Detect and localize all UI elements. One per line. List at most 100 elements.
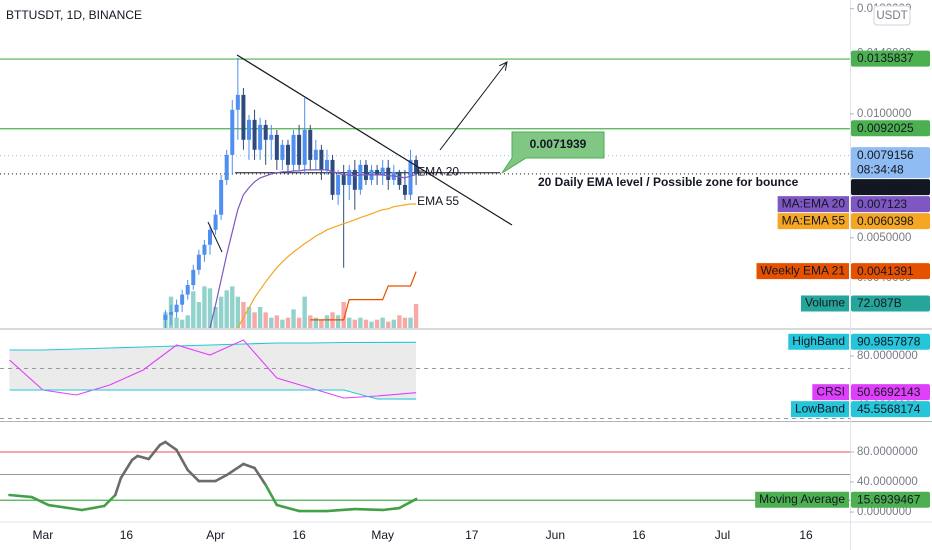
candle-body (224, 154, 229, 180)
volume-bar (257, 307, 263, 328)
oscillator-segment (186, 468, 201, 483)
price-level-label-box (851, 120, 930, 137)
drawings (207, 54, 513, 253)
volume-bar (408, 317, 413, 328)
label-box (756, 263, 849, 280)
candle-body (191, 269, 196, 286)
candle-body (285, 144, 290, 165)
x-tick-label: 16 (799, 528, 813, 542)
candle-body (347, 169, 352, 185)
candle-body (252, 119, 257, 150)
candle-body (235, 94, 240, 110)
label-box (790, 401, 849, 418)
volume-bar (397, 315, 402, 328)
candle-body (185, 285, 190, 295)
series-name-label: Moving Average (759, 492, 845, 506)
candle-body (202, 244, 207, 255)
indicator-value-label: 0.007123 (857, 197, 907, 211)
candle-body (213, 214, 218, 230)
candle-body (169, 312, 174, 315)
volume-bar (224, 290, 229, 328)
volume-value-label-box (851, 295, 930, 312)
currency-label[interactable]: USDT (876, 10, 907, 22)
last-price-label: 0.0071493 (857, 180, 914, 194)
volume-bar (324, 315, 330, 328)
volume-bar (347, 317, 352, 328)
indicator-line (237, 203, 417, 328)
volume-bar (269, 317, 274, 328)
volume-bar (230, 286, 235, 328)
oscillator-segment (225, 462, 245, 477)
candle-body (291, 134, 296, 165)
x-tick-label: Jun (546, 528, 565, 542)
volume-bar (380, 317, 385, 328)
volume-bar (341, 302, 346, 328)
candle-body (313, 149, 318, 160)
indicator-value-label: 50.6692143 (857, 385, 921, 399)
x-tick-label: 16 (292, 528, 306, 542)
x-tick-label: Apr (206, 528, 225, 542)
x-tick-label: May (371, 528, 394, 542)
volume-bar (207, 288, 213, 328)
high-price-label-box (851, 147, 930, 179)
indicator-value-label-box (851, 263, 930, 280)
candle-body (341, 174, 346, 185)
x-tick-label: Jul (715, 528, 730, 542)
indicator-value-label: 45.5568174 (857, 402, 921, 416)
indicator-line (209, 169, 417, 328)
price-level-label: 0.0092025 (857, 121, 914, 135)
candle-body (269, 134, 274, 140)
oscillator-segment (398, 497, 418, 510)
currency-button[interactable] (873, 5, 911, 26)
x-tick-label: 16 (120, 528, 134, 542)
indicator-value-label: 15.6939467 (857, 492, 921, 506)
candle-body (375, 169, 380, 175)
indicator-value-label-box (851, 384, 930, 401)
series-name-label: Volume (805, 296, 845, 310)
y-tick-label: 0.0100000 (857, 108, 911, 120)
oscillator-segment (175, 448, 190, 472)
volume-bar (252, 312, 257, 328)
oscillator-segment (80, 504, 106, 512)
candle-body (330, 159, 335, 195)
y-tick-label: 80.0000000 (857, 350, 918, 362)
candle-body (386, 167, 391, 180)
candle-body (402, 184, 407, 195)
oscillator-segment (136, 454, 151, 461)
y-tick-label: 40.0000000 (857, 476, 918, 488)
callout-box (501, 131, 605, 174)
countdown-label: 08:34:48 (857, 162, 904, 176)
candle-body (230, 109, 235, 155)
volume-bar (263, 312, 268, 328)
candle-body (241, 94, 246, 140)
trend-line (236, 54, 513, 226)
x-tick-label: Mar (33, 528, 54, 542)
candle-body (308, 129, 313, 160)
oscillator-segment (119, 458, 134, 480)
candle-body (302, 129, 307, 165)
label-box (800, 295, 849, 312)
indicator-tag: EMA 55 (417, 194, 459, 208)
volume-bar (213, 307, 218, 328)
series-name-label: MA:EMA 20 (782, 196, 846, 210)
indicator-value-label-box (851, 333, 930, 350)
candle-body (324, 159, 329, 170)
label-box (777, 213, 849, 230)
candle-body (397, 171, 402, 185)
candle-body (336, 174, 341, 195)
oscillator-segment (30, 495, 50, 507)
high-price-label: 0.0079156 (857, 148, 914, 162)
oscillator-segment (381, 506, 401, 512)
volume-bar (391, 319, 397, 328)
series-name-label: Weekly EMA 21 (761, 263, 846, 277)
volume-bar (235, 296, 241, 328)
oscillator-segment (102, 493, 117, 508)
candle-body (380, 167, 385, 175)
x-tick-label: 17 (465, 528, 479, 542)
volume-bar (335, 315, 341, 328)
price-level-label-box (851, 50, 930, 67)
indicator-value-label-box (851, 491, 930, 508)
candle-body (274, 134, 279, 160)
volume-bar (352, 319, 358, 328)
oscillator-segment (164, 440, 178, 452)
